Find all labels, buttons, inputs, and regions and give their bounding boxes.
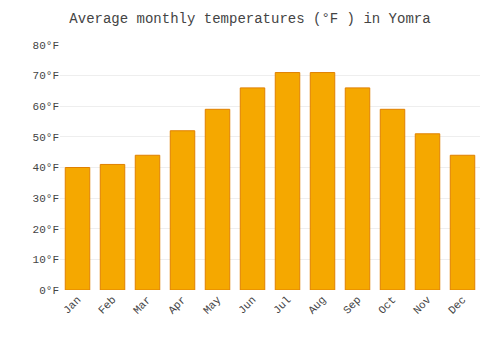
svg-text:Aug: Aug: [306, 294, 328, 316]
svg-text:Sep: Sep: [341, 294, 363, 316]
svg-text:Dec: Dec: [446, 294, 468, 316]
svg-text:Feb: Feb: [96, 294, 118, 316]
svg-text:50°F: 50°F: [33, 132, 59, 144]
svg-text:Apr: Apr: [166, 294, 188, 316]
svg-text:20°F: 20°F: [33, 224, 59, 236]
svg-text:Oct: Oct: [376, 294, 398, 316]
svg-text:Jun: Jun: [236, 294, 258, 316]
svg-text:30°F: 30°F: [33, 193, 59, 205]
svg-text:10°F: 10°F: [33, 254, 59, 266]
svg-text:0°F: 0°F: [39, 285, 59, 297]
svg-text:Nov: Nov: [411, 294, 434, 317]
svg-text:Jan: Jan: [61, 294, 83, 316]
svg-text:40°F: 40°F: [33, 162, 59, 174]
svg-text:Jul: Jul: [271, 294, 293, 316]
svg-text:Average monthly temperatures (: Average monthly temperatures (°F ) in Yo…: [69, 11, 430, 27]
svg-text:80°F: 80°F: [33, 40, 59, 52]
svg-text:May: May: [201, 294, 224, 317]
svg-text:60°F: 60°F: [33, 101, 59, 113]
svg-text:70°F: 70°F: [33, 70, 59, 82]
svg-text:Mar: Mar: [131, 294, 153, 316]
